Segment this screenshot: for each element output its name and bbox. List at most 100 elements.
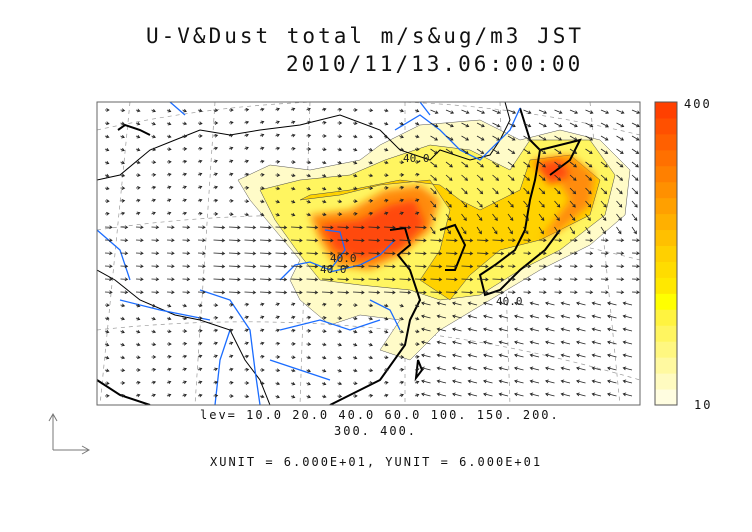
wind-arrow <box>151 393 156 398</box>
wind-arrow <box>213 225 226 230</box>
wind-arrow <box>461 122 470 128</box>
wind-arrow <box>290 277 303 282</box>
wind-arrow <box>476 251 489 256</box>
wind-arrow <box>151 198 156 203</box>
wind-arrow <box>213 251 226 256</box>
wind-arrow <box>492 226 498 235</box>
wind-arrow <box>414 108 420 113</box>
wind-arrow <box>275 341 281 346</box>
wind-arrow <box>120 225 129 230</box>
wind-arrow <box>104 160 110 165</box>
wind-arrow <box>290 186 296 191</box>
wind-arrow <box>228 277 241 282</box>
wind-arrow <box>120 329 125 334</box>
wind-arrow <box>275 186 281 191</box>
wind-arrow <box>228 354 234 359</box>
wind-arrow <box>244 251 257 256</box>
wind-arrow <box>554 187 561 195</box>
wind-arrow <box>321 107 327 112</box>
wind-arrow <box>213 290 226 295</box>
wind-arrow <box>290 173 296 178</box>
wind-arrow <box>607 327 617 332</box>
wind-arrow <box>414 380 420 385</box>
wind-arrow <box>228 238 241 243</box>
wind-arrow <box>414 264 427 269</box>
wind-arrow <box>461 148 469 154</box>
wind-arrow <box>414 121 420 126</box>
wind-arrow <box>616 135 625 141</box>
wind-arrow <box>576 327 586 332</box>
wind-arrow <box>135 290 144 295</box>
wind-arrow <box>104 277 113 282</box>
vector-units: XUNIT = 6.000E+01, YUNIT = 6.000E+01 <box>210 455 543 469</box>
wind-arrow <box>368 134 373 139</box>
wind-arrow <box>631 148 640 154</box>
wind-arrow <box>476 148 485 154</box>
wind-arrow <box>421 301 431 306</box>
wind-arrow <box>414 303 420 308</box>
wind-arrow <box>383 368 389 372</box>
wind-arrow <box>560 392 571 397</box>
wind-arrow <box>591 301 602 306</box>
wind-arrow <box>507 122 516 128</box>
wind-arrow <box>213 341 218 346</box>
wind-arrow <box>197 108 203 113</box>
wind-arrow <box>585 109 594 114</box>
wind-arrow <box>135 316 141 321</box>
wind-arrow <box>461 109 470 114</box>
wind-arrow <box>352 121 358 126</box>
wind-arrow <box>321 264 334 269</box>
wind-arrow <box>591 314 602 319</box>
wind-arrow <box>538 161 546 168</box>
wind-arrow <box>591 353 602 358</box>
wind-arrow <box>507 200 514 208</box>
wind-arrow <box>600 161 608 168</box>
wind-arrow <box>383 198 389 203</box>
wind-arrow <box>368 225 381 230</box>
wind-arrow <box>166 160 172 164</box>
wind-arrow <box>228 120 234 125</box>
unit-vector-axes-icon <box>48 412 91 455</box>
wind-arrow <box>244 381 250 385</box>
wind-arrow <box>368 355 374 360</box>
wind-arrow <box>151 316 156 321</box>
wind-arrow <box>306 277 319 282</box>
wind-arrow <box>445 187 453 195</box>
wind-arrow <box>538 174 546 181</box>
wind-arrow <box>476 238 489 243</box>
wind-arrow <box>228 133 234 138</box>
wind-arrow <box>104 121 110 126</box>
wind-arrow <box>151 147 157 152</box>
wind-arrow <box>538 251 547 256</box>
wind-arrow <box>213 354 218 359</box>
wind-arrow <box>352 316 358 321</box>
colorbar-step <box>655 102 677 119</box>
wind-arrow <box>467 301 478 306</box>
wind-arrow <box>600 226 606 235</box>
wind-arrow <box>290 302 296 307</box>
wind-arrow <box>321 134 327 138</box>
wind-arrow <box>421 327 431 332</box>
wind-arrow <box>213 146 219 151</box>
wind-arrow <box>197 354 203 359</box>
wind-arrow <box>616 213 622 221</box>
wind-arrow <box>554 161 562 168</box>
wind-arrow <box>452 301 462 306</box>
wind-arrow <box>104 225 113 230</box>
wind-arrow <box>514 301 524 306</box>
wind-arrow <box>631 238 640 243</box>
wind-arrow <box>383 238 396 243</box>
contour-levels-line1: lev= 10.0 20.0 40.0 60.0 100. 150. 200. <box>200 408 560 422</box>
wind-arrow <box>352 108 358 112</box>
wind-arrow <box>399 316 404 321</box>
wind-arrow <box>182 380 187 385</box>
wind-arrow <box>135 173 141 178</box>
wind-arrow <box>538 264 547 269</box>
wind-arrow <box>259 238 272 243</box>
wind-arrow <box>228 108 234 112</box>
contour-label: 40.0 <box>496 295 523 308</box>
wind-arrow <box>436 314 447 319</box>
wind-arrow <box>182 264 191 269</box>
wind-arrow <box>445 213 452 221</box>
